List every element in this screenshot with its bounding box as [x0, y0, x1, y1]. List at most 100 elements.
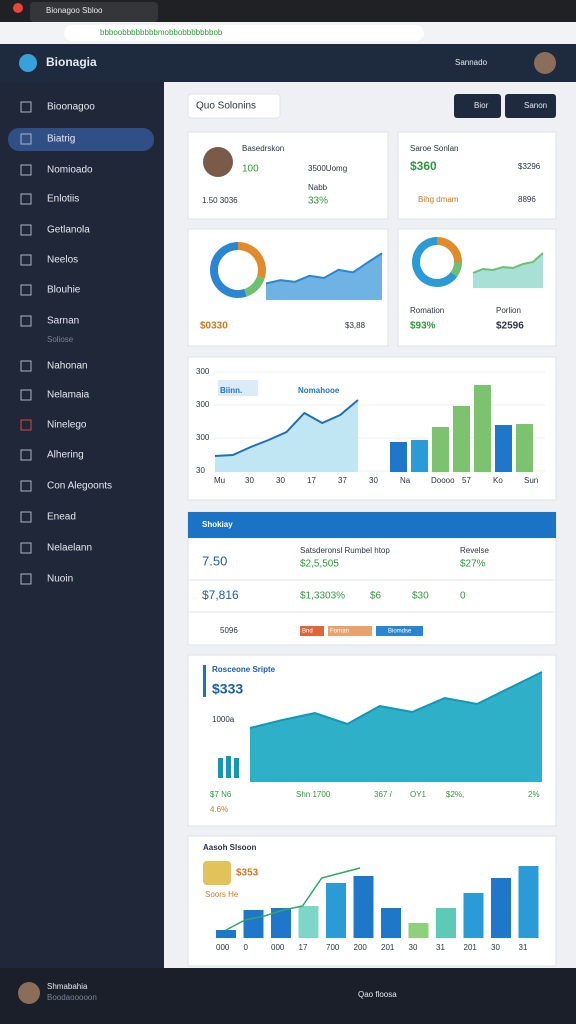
tag[interactable] — [328, 626, 372, 636]
kpi: 100 — [242, 164, 259, 175]
nav-item[interactable]: Enlotiis — [47, 194, 79, 205]
cell: $2,5,505 — [300, 559, 339, 570]
nav-icon[interactable] — [20, 315, 32, 327]
account[interactable]: Sannado — [455, 58, 488, 67]
x-tick-label: Na — [400, 476, 411, 485]
bar — [516, 424, 533, 472]
nav-item[interactable]: Bioonagoo — [47, 102, 95, 113]
x-tick-label: Doooo — [431, 476, 455, 485]
footer-stat: 367 / — [374, 790, 393, 799]
nav-icon[interactable] — [20, 389, 32, 401]
nav-item[interactable]: Enead — [47, 512, 76, 523]
tag[interactable] — [300, 626, 324, 636]
logo — [19, 54, 37, 72]
avatar[interactable] — [534, 52, 556, 74]
nav-item[interactable]: Sarnan — [47, 316, 79, 327]
nav-icon[interactable] — [20, 449, 32, 461]
nav-icon[interactable] — [20, 360, 32, 372]
bar — [491, 878, 511, 938]
nav-icon[interactable] — [20, 542, 32, 554]
nav-subitem: Soliose — [47, 335, 74, 344]
search-box[interactable] — [187, 93, 281, 119]
footer-stat: 4.6% — [210, 805, 228, 814]
nav-icon[interactable] — [20, 133, 32, 145]
x-tick-label: 201 — [464, 943, 478, 952]
window-dot[interactable] — [13, 3, 23, 13]
trend-line — [472, 252, 544, 274]
nav-item[interactable]: Blouhie — [47, 285, 81, 296]
combo-area — [215, 400, 358, 472]
cell: $1,3303% — [300, 591, 345, 602]
button-label: Sanon — [524, 101, 547, 110]
x-tick-label: 000 — [216, 943, 230, 952]
kpi: $360 — [410, 159, 437, 173]
nav-item[interactable]: Alhering — [47, 450, 84, 461]
card-title: Saroe Sonlan — [410, 144, 458, 153]
kpi: 8896 — [518, 195, 536, 204]
legend: Nomahooe — [298, 386, 340, 395]
kpi: 33% — [308, 196, 328, 207]
label: Romation — [410, 306, 444, 315]
bar — [390, 442, 407, 472]
nav-icon[interactable] — [20, 164, 32, 176]
nav-item[interactable]: Getlanola — [47, 225, 90, 236]
nav-item[interactable]: Nelamaia — [47, 390, 90, 401]
x-tick-label: 17 — [299, 943, 308, 952]
kpi: Bihg dmam — [418, 195, 459, 204]
nav-item[interactable]: Biatrig — [47, 134, 75, 145]
nav-icon[interactable] — [20, 254, 32, 266]
nav-icon[interactable] — [20, 193, 32, 205]
nav-icon[interactable] — [20, 284, 32, 296]
kpi: 3500Uomg — [308, 164, 347, 173]
nav-item[interactable]: Ninelego — [47, 420, 87, 431]
brand: Bionagia — [46, 55, 97, 69]
nav-icon[interactable] — [20, 224, 32, 236]
button[interactable] — [505, 94, 556, 118]
button[interactable] — [454, 94, 501, 118]
x-tick-label: 30 — [409, 943, 418, 952]
tab[interactable] — [30, 2, 158, 22]
nav-item[interactable]: Nelaelann — [47, 543, 92, 554]
nav-item[interactable]: Neelos — [47, 255, 78, 266]
x-tick-label: 37 — [338, 476, 347, 485]
bar — [453, 406, 470, 472]
mini-bar — [218, 758, 223, 778]
footer-stat: $7 N6 — [210, 790, 232, 799]
nav-icon[interactable] — [20, 480, 32, 492]
url-field[interactable] — [64, 25, 424, 41]
footer-search[interactable]: Qao floosa — [358, 990, 397, 999]
nav-icon[interactable] — [20, 101, 32, 113]
cell: Satsderonsl Rumbel htop — [300, 546, 390, 555]
x-tick-label: 200 — [354, 943, 368, 952]
x-tick-label: Ko — [493, 476, 503, 485]
footer-stat: 2% — [528, 790, 540, 799]
legend: Biinn. — [220, 386, 242, 395]
tag[interactable] — [376, 626, 423, 636]
sidebar — [0, 82, 164, 968]
kpi: $3296 — [518, 162, 541, 171]
nav-item[interactable]: Nuoin — [47, 574, 73, 585]
x-tick-label: 30 — [369, 476, 378, 485]
nav-icon[interactable] — [20, 511, 32, 523]
active-item[interactable] — [8, 128, 154, 151]
nav-icon[interactable] — [20, 419, 32, 431]
combo-line — [214, 399, 359, 457]
y-tick-label: 300 — [196, 433, 210, 442]
donut-segment — [237, 242, 266, 279]
avatar[interactable] — [18, 982, 40, 1004]
nav-item[interactable]: Con Alegoonts — [47, 481, 112, 492]
cell: $30 — [412, 591, 429, 602]
nav-item[interactable]: Nomioado — [47, 165, 93, 176]
user-sub: Boodaooooon — [47, 993, 97, 1002]
nav-item[interactable]: Nahonan — [47, 361, 88, 372]
bar — [353, 876, 374, 938]
nav-icon[interactable] — [20, 573, 32, 585]
tag-label: Bnd — [302, 629, 313, 635]
donut-segment — [436, 237, 462, 263]
bar — [436, 908, 456, 938]
x-tick-label: 201 — [381, 943, 395, 952]
panel-title: Shokiay — [202, 520, 233, 529]
caption: $0330 — [200, 321, 228, 332]
